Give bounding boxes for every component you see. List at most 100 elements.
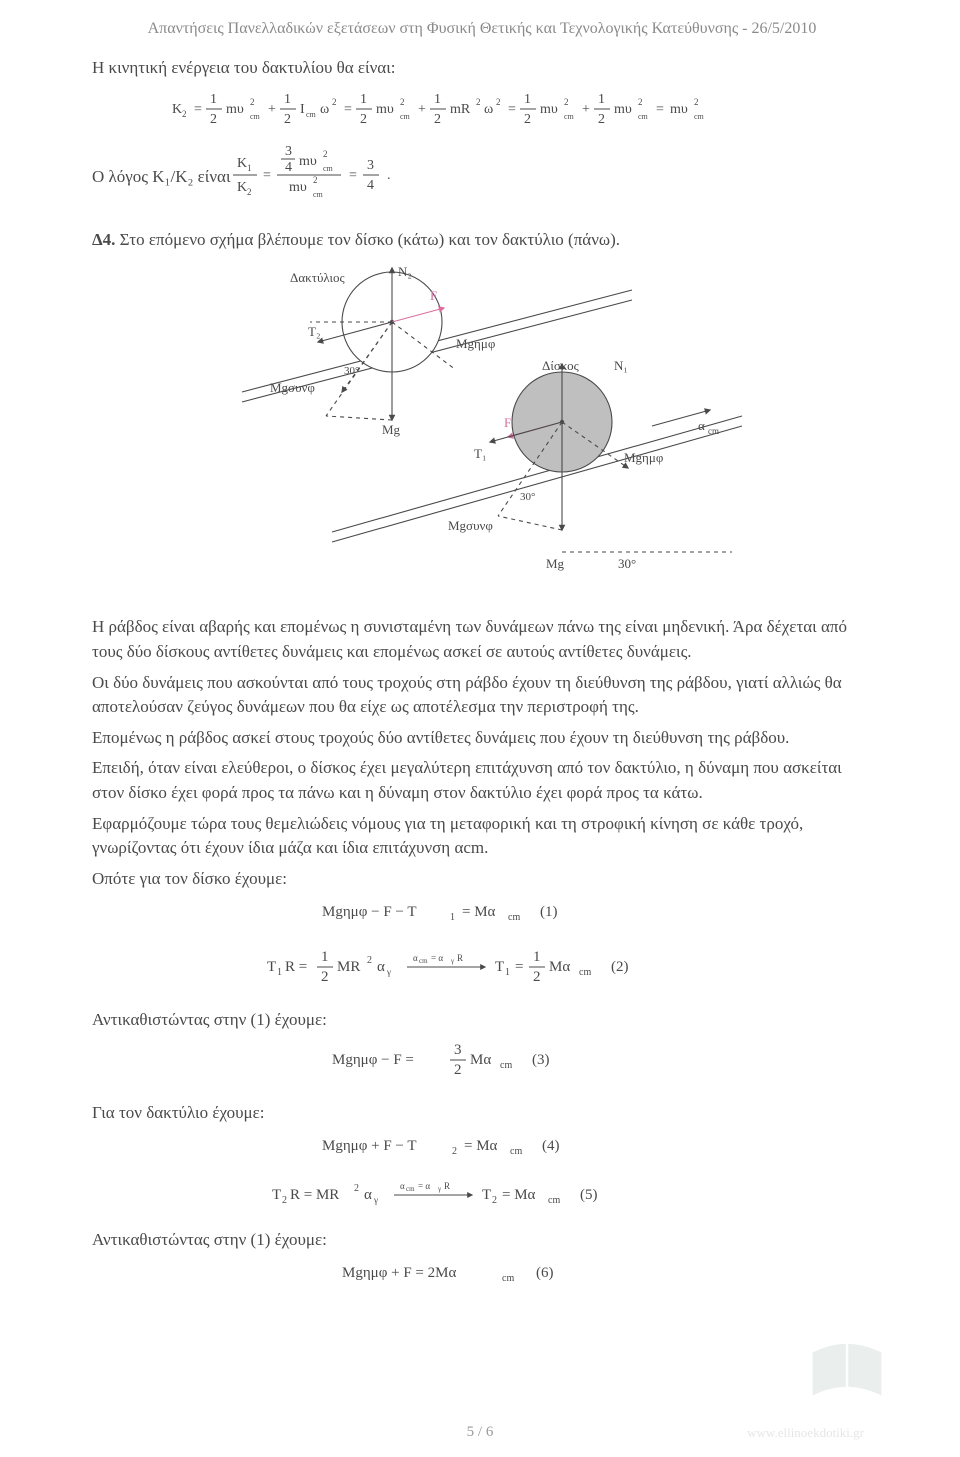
body-b: Οι δύο δυνάμεις που ασκούνται από τους τ… xyxy=(92,671,872,720)
svg-text:2: 2 xyxy=(454,1062,462,1078)
svg-text:cm: cm xyxy=(306,110,317,119)
eq-4: Mgημφ + F − T2 = Mαcm (4) xyxy=(92,1132,872,1165)
svg-text:(1): (1) xyxy=(540,904,558,920)
svg-text:cm: cm xyxy=(419,957,428,965)
svg-text:2: 2 xyxy=(284,112,291,127)
svg-text:mυ: mυ xyxy=(376,102,394,117)
eq-k2: K2 = 12 mυ2cm + 12 Icmω2 = 12 mυ2cm + 12… xyxy=(92,87,872,131)
svg-text:T₂: T₂ xyxy=(308,324,320,339)
svg-text:=: = xyxy=(515,959,523,975)
svg-text:Mα: Mα xyxy=(470,1052,491,1068)
svg-text:1: 1 xyxy=(247,163,252,173)
label-d4: Δ4. xyxy=(92,230,115,249)
svg-text:2: 2 xyxy=(496,97,501,107)
svg-text:α: α xyxy=(413,953,418,963)
svg-text:3: 3 xyxy=(285,145,292,159)
svg-text:Mgημφ + F = 2Mα: Mgημφ + F = 2Mα xyxy=(342,1265,456,1281)
svg-text:1: 1 xyxy=(598,92,605,107)
eq-5: T2R = MR2αγ αcm= αγR T2= Mαcm (5) xyxy=(92,1179,872,1214)
svg-text:4: 4 xyxy=(367,178,374,193)
svg-text:F: F xyxy=(430,288,437,303)
svg-text:=: = xyxy=(194,102,202,117)
svg-text:Mgσυνφ: Mgσυνφ xyxy=(270,380,315,395)
svg-text:K: K xyxy=(237,180,247,195)
svg-text:2: 2 xyxy=(250,97,255,107)
svg-text:T: T xyxy=(495,959,504,975)
svg-text:Mgημφ: Mgημφ xyxy=(624,450,663,465)
svg-text:cm: cm xyxy=(548,1195,560,1206)
svg-text:2: 2 xyxy=(476,97,481,107)
svg-text:30°: 30° xyxy=(618,556,636,571)
svg-text:(2): (2) xyxy=(611,959,629,975)
svg-text:Mgημφ: Mgημφ xyxy=(456,336,495,351)
subst-2: Αντικαθιστώντας στην (1) έχουμε: xyxy=(92,1228,872,1253)
svg-text:1: 1 xyxy=(533,949,541,965)
svg-text:Mg: Mg xyxy=(382,422,401,437)
svg-text:= α: = α xyxy=(431,953,443,963)
svg-text:1: 1 xyxy=(284,92,291,107)
svg-text:2: 2 xyxy=(247,187,252,197)
svg-text:(3): (3) xyxy=(532,1052,550,1068)
svg-text:Mgημφ − F − T: Mgημφ − F − T xyxy=(322,904,417,920)
svg-text:2: 2 xyxy=(313,175,318,185)
svg-text:I: I xyxy=(300,102,305,117)
svg-text:Mg: Mg xyxy=(546,556,565,571)
para-d4: Δ4. Στο επόμενο σχήμα βλέπουμε τον δίσκο… xyxy=(92,228,872,253)
svg-text:R =: R = xyxy=(285,959,307,975)
svg-text:+: + xyxy=(268,102,276,117)
svg-text:R: R xyxy=(444,1181,450,1191)
svg-text:mυ: mυ xyxy=(299,154,317,169)
svg-text:T₁: T₁ xyxy=(474,446,486,461)
svg-text:Mα: Mα xyxy=(549,959,570,975)
svg-text:1: 1 xyxy=(321,949,329,965)
svg-text:cm: cm xyxy=(510,1146,522,1157)
svg-text:2: 2 xyxy=(332,97,337,107)
svg-text:α: α xyxy=(698,418,705,433)
svg-text:2: 2 xyxy=(694,97,699,107)
body-a: Η ράβδος είναι αβαρής και επομένως η συν… xyxy=(92,615,872,664)
svg-text:R: R xyxy=(457,953,463,963)
svg-text:N₂: N₂ xyxy=(398,264,412,279)
svg-text:1: 1 xyxy=(434,92,441,107)
footer-link: www.ellinoekdotiki.gr xyxy=(747,1425,864,1441)
svg-text:1: 1 xyxy=(505,967,510,978)
eq-ratio: K1 K2 = 34 mυ2cm mυ2cm = 34 . xyxy=(231,145,441,210)
svg-text:γ: γ xyxy=(386,967,391,977)
svg-text:30°: 30° xyxy=(344,365,359,377)
svg-text:30°: 30° xyxy=(520,491,535,503)
svg-text:cm: cm xyxy=(564,112,575,121)
svg-text:2: 2 xyxy=(321,969,329,985)
svg-text:MR: MR xyxy=(337,959,360,975)
svg-text:= Mα: = Mα xyxy=(502,1187,536,1203)
svg-text:=: = xyxy=(508,102,516,117)
svg-text:γ: γ xyxy=(373,1195,378,1205)
svg-text:K: K xyxy=(237,156,247,171)
svg-text:2: 2 xyxy=(638,97,643,107)
svg-text:cm: cm xyxy=(694,112,705,121)
svg-text:mυ: mυ xyxy=(670,102,688,117)
body-f: Οπότε για τον δίσκο έχουμε: xyxy=(92,867,872,892)
svg-text:(5): (5) xyxy=(580,1187,598,1203)
svg-text:1: 1 xyxy=(450,912,455,923)
svg-text:cm: cm xyxy=(508,912,520,923)
svg-text:2: 2 xyxy=(452,1146,457,1157)
svg-text:2: 2 xyxy=(354,1183,359,1194)
svg-text:2: 2 xyxy=(524,112,531,127)
svg-text:α: α xyxy=(400,1181,405,1191)
svg-text:γ: γ xyxy=(450,957,454,965)
svg-text:= α: = α xyxy=(418,1181,430,1191)
svg-text:mυ: mυ xyxy=(614,102,632,117)
svg-text:=: = xyxy=(344,102,352,117)
body-e: Εφαρμόζουμε τώρα τους θεμελιώδεις νόμους… xyxy=(92,812,872,861)
eq-6: Mgημφ + F = 2Mαcm (6) xyxy=(92,1259,872,1292)
svg-text:1: 1 xyxy=(524,92,531,107)
svg-text:2: 2 xyxy=(210,112,217,127)
svg-text:2: 2 xyxy=(533,969,541,985)
svg-text:T: T xyxy=(272,1187,281,1203)
svg-text:T: T xyxy=(482,1187,491,1203)
svg-text:R = MR: R = MR xyxy=(290,1187,339,1203)
svg-text:Δακτύλιος: Δακτύλιος xyxy=(290,270,346,285)
svg-text:4: 4 xyxy=(285,160,292,175)
eq-2: T1R = 12 MR2αγ αcm= αγR T1= 12 Mαcm (2) xyxy=(92,945,872,994)
svg-text:γ: γ xyxy=(437,1185,441,1193)
